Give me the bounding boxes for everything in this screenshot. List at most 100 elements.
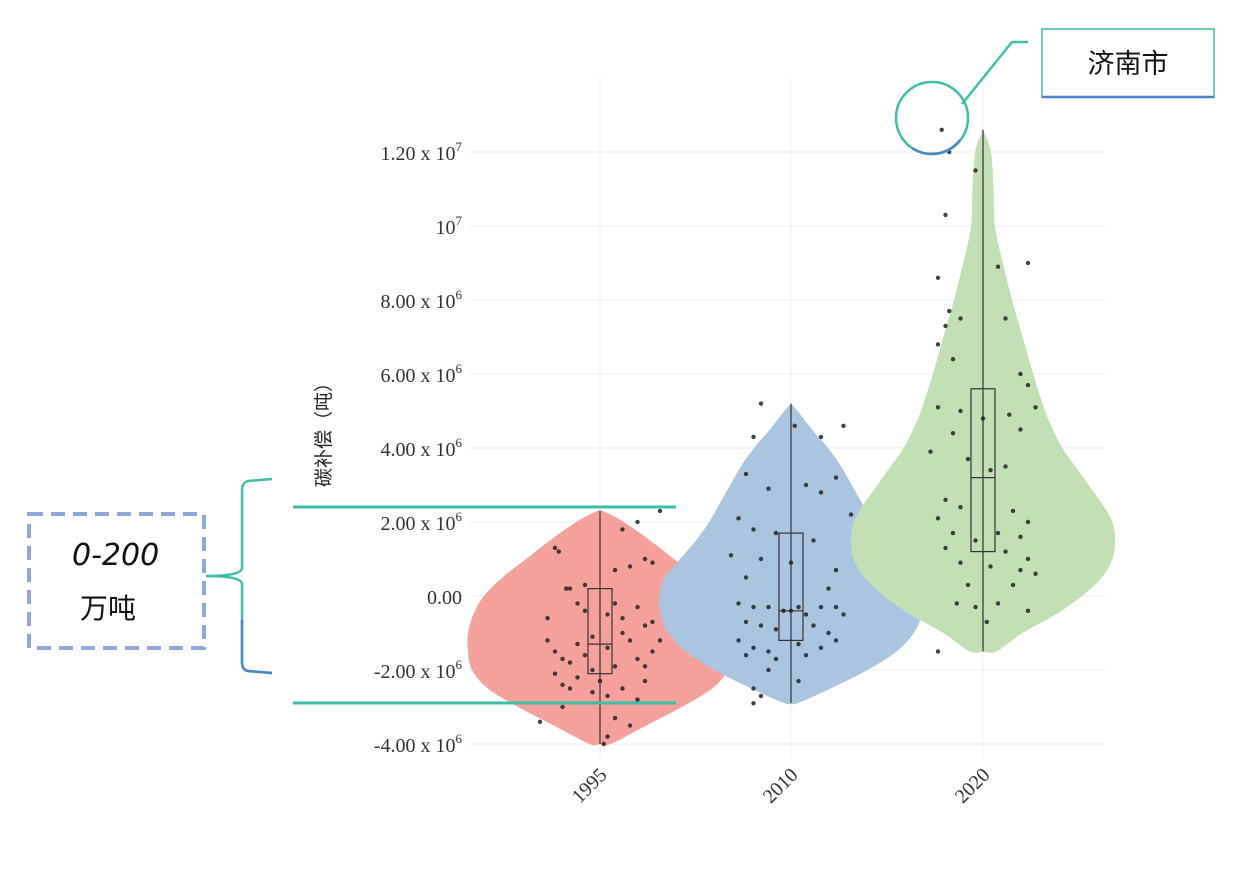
data-point	[605, 734, 610, 739]
data-point	[803, 612, 809, 617]
data-point	[567, 660, 573, 665]
data-point	[818, 604, 824, 610]
data-point	[590, 634, 595, 639]
data-point	[1003, 316, 1008, 321]
data-point	[627, 723, 633, 728]
data-point	[751, 604, 756, 610]
y-tick-label: 4.00 x 106	[381, 435, 463, 461]
callout-leader-line	[961, 41, 1013, 105]
y-axis-label: 碳补偿（吨）	[313, 373, 335, 487]
data-point	[650, 560, 655, 565]
data-point	[751, 686, 756, 691]
data-point	[743, 471, 749, 477]
data-point	[995, 601, 1001, 606]
data-point	[612, 567, 618, 573]
data-point	[567, 686, 573, 691]
data-point	[635, 604, 640, 610]
data-point	[612, 664, 618, 669]
data-point	[988, 468, 993, 473]
data-point	[958, 408, 963, 414]
data-point	[833, 567, 839, 573]
data-point	[582, 653, 588, 658]
data-point	[620, 686, 625, 691]
data-point	[773, 656, 779, 662]
data-point	[552, 545, 558, 551]
data-point	[1018, 371, 1023, 377]
data-point	[560, 656, 565, 662]
data-point	[928, 449, 933, 454]
annotations: 0-200 万吨 济南市	[27, 28, 1215, 705]
data-point	[1025, 556, 1031, 562]
y-tick-label: -4.00 x 106	[374, 731, 463, 757]
data-point	[590, 667, 595, 673]
data-point	[620, 630, 625, 636]
data-point	[826, 586, 831, 591]
data-point	[575, 641, 580, 647]
data-point	[995, 264, 1001, 269]
y-tick-label: 1.20 x 107	[381, 139, 463, 165]
data-point	[826, 630, 831, 636]
data-point	[792, 423, 797, 428]
data-point	[965, 582, 971, 588]
data-point	[612, 601, 618, 606]
data-point	[552, 649, 558, 654]
x-tick-label-2020: 2020	[951, 764, 995, 808]
data-point	[947, 308, 952, 314]
data-point	[758, 623, 764, 628]
data-point	[1025, 608, 1031, 613]
data-point	[743, 575, 749, 580]
data-point	[635, 697, 640, 702]
data-point	[766, 649, 771, 654]
range-brace	[205, 477, 273, 675]
data-point	[958, 316, 963, 321]
data-point	[766, 667, 771, 673]
data-point	[950, 530, 956, 536]
data-point	[1033, 405, 1038, 410]
data-point	[811, 538, 816, 543]
box-1995	[587, 587, 613, 675]
data-point	[980, 416, 986, 421]
data-point	[773, 627, 779, 632]
data-point	[943, 497, 948, 502]
y-tick-label: 6.00 x 106	[381, 361, 463, 387]
data-point	[766, 486, 771, 491]
data-point	[560, 704, 565, 710]
data-point	[995, 530, 1001, 536]
data-point	[612, 715, 618, 721]
data-point	[635, 656, 640, 662]
data-point	[766, 604, 771, 610]
data-point	[818, 645, 824, 650]
data-point	[988, 564, 993, 569]
data-point	[642, 556, 648, 562]
data-point	[575, 601, 580, 606]
callout-label: 济南市	[1088, 49, 1169, 80]
callout-box	[1041, 28, 1215, 98]
data-point	[751, 645, 756, 650]
data-point	[965, 456, 971, 462]
data-point	[556, 549, 561, 554]
data-point	[1025, 382, 1031, 388]
range-unit: 万吨	[80, 592, 136, 625]
y-tick-labels: 1.20 x 107 107 8.00 x 106 6.00 x 106 4.00 x …	[374, 139, 463, 757]
data-point	[811, 623, 816, 628]
data-point	[545, 616, 550, 621]
data-point	[751, 527, 756, 532]
data-point	[803, 482, 809, 488]
data-point	[545, 638, 550, 643]
data-point	[950, 431, 956, 436]
data-point	[939, 127, 944, 132]
data-point	[954, 601, 959, 606]
data-point	[1018, 534, 1023, 539]
data-point	[736, 516, 741, 521]
data-point	[1033, 571, 1038, 576]
data-point	[605, 612, 610, 617]
data-point	[642, 664, 648, 669]
data-point	[736, 638, 741, 643]
range-brace-lower-tint	[240, 620, 273, 675]
data-point	[984, 619, 989, 625]
data-point	[627, 638, 633, 643]
data-point	[935, 649, 941, 654]
data-point	[935, 405, 941, 410]
data-point	[657, 508, 663, 514]
data-point	[935, 275, 941, 280]
